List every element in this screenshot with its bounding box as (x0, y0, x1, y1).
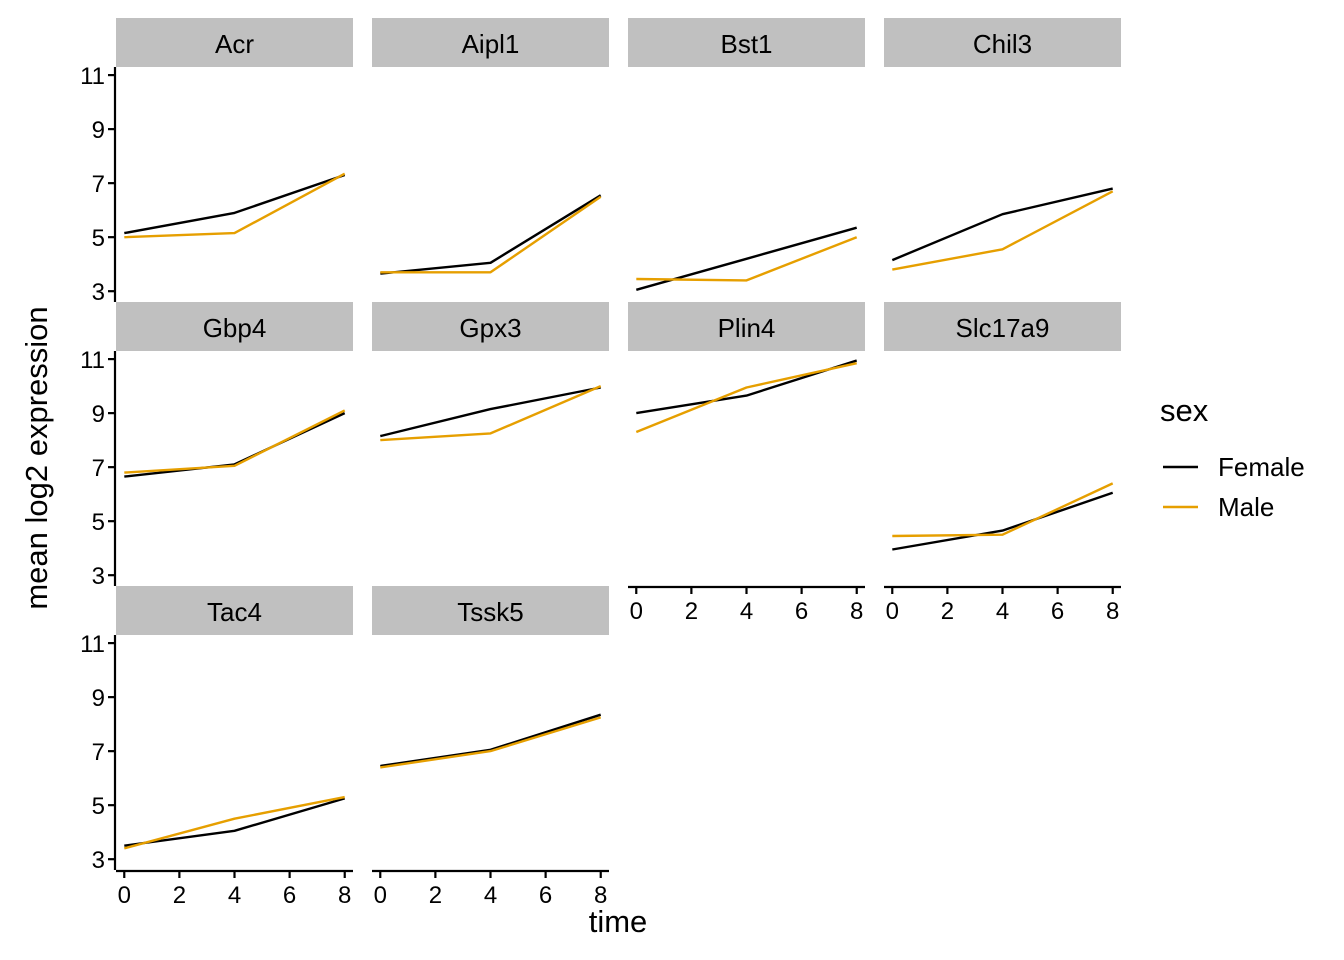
x-tick-label: 6 (795, 598, 808, 625)
series-line-male (123, 795, 345, 850)
series-line-male (380, 716, 602, 769)
x-tick-label: 2 (173, 882, 186, 909)
x-tick-label: 2 (685, 598, 698, 625)
facet-panel-acr: Acr 3 5 7 9 11 (80, 18, 353, 306)
x-tick-label: 2 (429, 882, 442, 909)
series-line-male (635, 362, 857, 434)
facet-strip-label: Chil3 (973, 29, 1032, 59)
x-tick-label: 4 (740, 598, 753, 625)
facet-panel-gbp4: Gbp4 3 5 7 9 11 (80, 302, 353, 590)
x-tick-label: 6 (539, 882, 552, 909)
facet-strip-label: Gpx3 (459, 313, 521, 343)
facet-strip (628, 18, 865, 67)
y-tick-label: 9 (92, 685, 105, 712)
facet-strip-label: Acr (215, 29, 254, 59)
facet-strip (116, 18, 353, 67)
y-tick-label: 5 (92, 509, 105, 536)
x-tick-label: 0 (630, 598, 643, 625)
facet-panel-chil3: Chil3 (884, 18, 1121, 271)
y-tick-label: 11 (80, 347, 105, 374)
series-line-male (892, 482, 1114, 538)
series-line-female (124, 797, 346, 847)
facet-strip (884, 302, 1121, 351)
facet-panel-tac4: Tac4 3 5 7 9 11 0 2 4 6 8 (80, 586, 353, 909)
x-tick-label: 2 (941, 598, 954, 625)
y-tick-label: 5 (92, 225, 105, 252)
legend-title: sex (1160, 393, 1209, 428)
series-line-female (891, 187, 1113, 262)
facet-panel-plin4: Plin4 0 2 4 6 8 (628, 302, 865, 625)
facet-panel-gpx3: Gpx3 (372, 302, 609, 442)
x-tick-label: 0 (374, 882, 387, 909)
x-tick-label: 4 (228, 882, 241, 909)
x-tick-label: 8 (338, 882, 351, 909)
x-tick-label: 8 (1106, 598, 1119, 625)
series-line-female (124, 173, 346, 235)
facet-strip-label: Tac4 (207, 597, 262, 627)
y-tick-label: 3 (92, 847, 105, 874)
y-tick-label: 9 (92, 401, 105, 428)
x-tick-label: 8 (594, 882, 607, 909)
facet-panel-slc17a9: Slc17a9 0 2 4 6 8 (884, 302, 1121, 625)
facet-panel-aipl1: Aipl1 (372, 18, 609, 275)
facet-strip-label: Plin4 (718, 313, 776, 343)
facet-strip-label: Slc17a9 (956, 313, 1050, 343)
series-line-female (124, 412, 346, 478)
facet-strip (884, 18, 1121, 67)
x-tick-label: 6 (1051, 598, 1064, 625)
series-line-female (380, 194, 602, 275)
facet-strip (372, 302, 609, 351)
legend: sex Female Male (1160, 393, 1305, 522)
series-line-male (124, 409, 346, 474)
facet-strip (116, 302, 353, 351)
facet-strip (372, 586, 609, 635)
series-line-male (636, 236, 858, 282)
series-line-male (892, 190, 1114, 271)
y-tick-label: 5 (92, 793, 105, 820)
series-line-female (892, 491, 1114, 551)
facet-panel-bst1: Bst1 (628, 18, 865, 291)
series-line-male (380, 195, 602, 274)
y-tick-label: 7 (92, 455, 105, 482)
x-tick-label: 4 (484, 882, 497, 909)
y-tick-label: 7 (92, 739, 105, 766)
x-axis-title: time (589, 904, 648, 939)
facet-strip-label: Aipl1 (462, 29, 520, 59)
legend-label-female: Female (1218, 452, 1305, 482)
y-tick-label: 7 (92, 171, 105, 198)
x-tick-label: 6 (283, 882, 296, 909)
facet-strip (116, 586, 353, 635)
facet-strip-label: Bst1 (720, 29, 772, 59)
y-tick-label: 11 (80, 63, 105, 90)
x-tick-label: 8 (850, 598, 863, 625)
facet-strip (628, 302, 865, 351)
y-tick-label: 11 (80, 631, 105, 658)
y-tick-label: 3 (92, 279, 105, 306)
x-tick-label: 0 (886, 598, 899, 625)
series-line-female (380, 713, 602, 768)
y-axis-title: mean log2 expression (19, 306, 54, 609)
facet-panel-tssk5: Tssk5 0 2 4 6 8 (372, 586, 609, 909)
series-line-female (380, 386, 601, 438)
x-tick-label: 0 (118, 882, 131, 909)
facet-strip (372, 18, 609, 67)
y-tick-label: 9 (92, 117, 105, 144)
x-tick-label: 4 (996, 598, 1009, 625)
series-line-male (380, 384, 602, 442)
facet-strip-label: Tssk5 (457, 597, 523, 627)
legend-label-male: Male (1218, 492, 1274, 522)
y-tick-label: 3 (92, 563, 105, 590)
series-line-male (124, 172, 346, 239)
facet-strip-label: Gbp4 (203, 313, 267, 343)
facet-panels: Acr 3 5 7 9 11 Aipl1 Bst1 Chil3 Gbp4 3 5 7 9 11 Gpx3 Pli… (80, 18, 1121, 909)
